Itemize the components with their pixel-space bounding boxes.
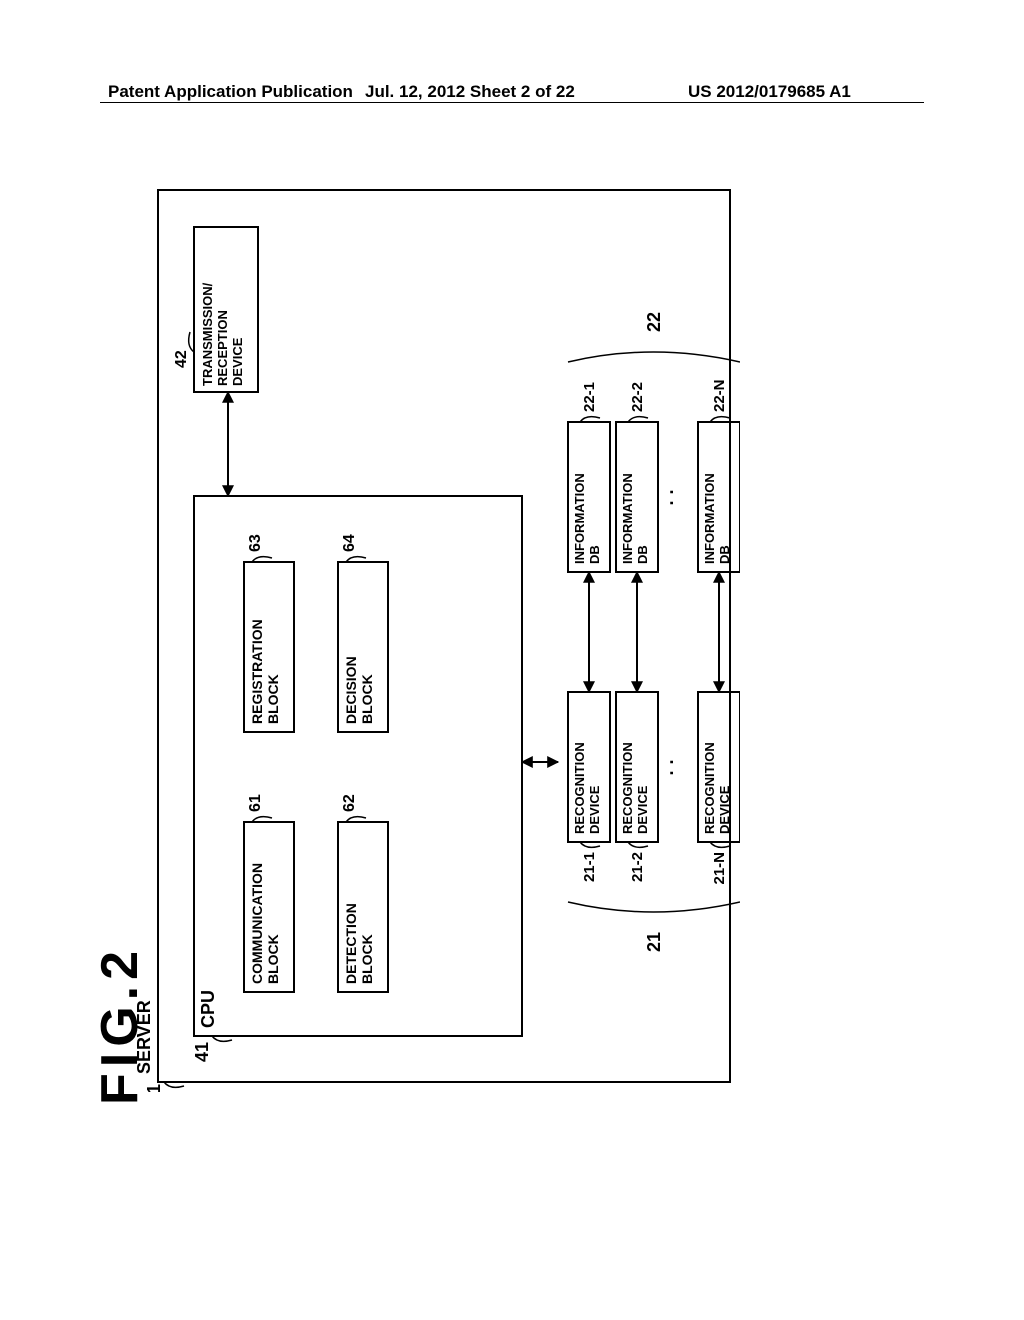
svg-text:REGISTRATION: REGISTRATION — [249, 619, 265, 724]
header-mid: Jul. 12, 2012 Sheet 2 of 22 — [365, 82, 575, 102]
svg-text:· ·: · · — [662, 759, 682, 776]
header-left: Patent Application Publication — [108, 82, 353, 102]
svg-text:22-1: 22-1 — [581, 382, 598, 412]
svg-text:DECISION: DECISION — [343, 656, 359, 724]
svg-text:21-2: 21-2 — [629, 852, 646, 882]
svg-text:INFORMATION: INFORMATION — [620, 473, 635, 564]
svg-text:DEVICE: DEVICE — [230, 337, 245, 386]
svg-text:22-N: 22-N — [711, 379, 728, 412]
header-right: US 2012/0179685 A1 — [688, 82, 851, 102]
svg-text:21-N: 21-N — [711, 852, 728, 885]
svg-text:62: 62 — [341, 794, 358, 812]
svg-text:64: 64 — [341, 534, 358, 552]
svg-text:INFORMATION: INFORMATION — [702, 473, 717, 564]
svg-text:DB: DB — [587, 545, 602, 564]
diagram-svg: SERVER11CPU41COMMUNICATIONBLOCK61DETECTI… — [128, 180, 740, 1092]
page: Patent Application Publication Jul. 12, … — [0, 0, 1024, 1320]
svg-text:TRANSMISSION/: TRANSMISSION/ — [200, 282, 215, 386]
svg-text:BLOCK: BLOCK — [359, 674, 375, 724]
svg-text:42: 42 — [173, 350, 190, 368]
diagram-container: SERVER11CPU41COMMUNICATIONBLOCK61DETECTI… — [128, 180, 740, 1092]
svg-text:DEVICE: DEVICE — [717, 785, 732, 834]
svg-text:· ·: · · — [662, 489, 682, 506]
svg-text:RECOGNITION: RECOGNITION — [702, 742, 717, 834]
svg-text:22: 22 — [644, 312, 664, 332]
svg-text:63: 63 — [247, 534, 264, 552]
svg-text:COMMUNICATION: COMMUNICATION — [249, 863, 265, 984]
svg-text:21: 21 — [644, 932, 664, 952]
svg-text:RECOGNITION: RECOGNITION — [620, 742, 635, 834]
svg-text:CPU: CPU — [198, 990, 218, 1028]
svg-text:22-2: 22-2 — [629, 382, 646, 412]
svg-text:DB: DB — [717, 545, 732, 564]
svg-text:BLOCK: BLOCK — [359, 934, 375, 984]
svg-text:INFORMATION: INFORMATION — [572, 473, 587, 564]
svg-text:BLOCK: BLOCK — [265, 934, 281, 984]
header-rule — [100, 102, 924, 103]
figure-label: FIG.2 — [90, 945, 150, 1105]
svg-text:DEVICE: DEVICE — [587, 785, 602, 834]
svg-text:61: 61 — [247, 794, 264, 812]
svg-text:41: 41 — [192, 1042, 212, 1062]
svg-text:RECOGNITION: RECOGNITION — [572, 742, 587, 834]
svg-text:21-1: 21-1 — [581, 852, 598, 882]
svg-text:DETECTION: DETECTION — [343, 903, 359, 984]
svg-text:DEVICE: DEVICE — [635, 785, 650, 834]
svg-text:RECEPTION: RECEPTION — [215, 310, 230, 386]
diagram-rotated: SERVER11CPU41COMMUNICATIONBLOCK61DETECTI… — [128, 180, 740, 1092]
svg-text:DB: DB — [635, 545, 650, 564]
svg-text:BLOCK: BLOCK — [265, 674, 281, 724]
